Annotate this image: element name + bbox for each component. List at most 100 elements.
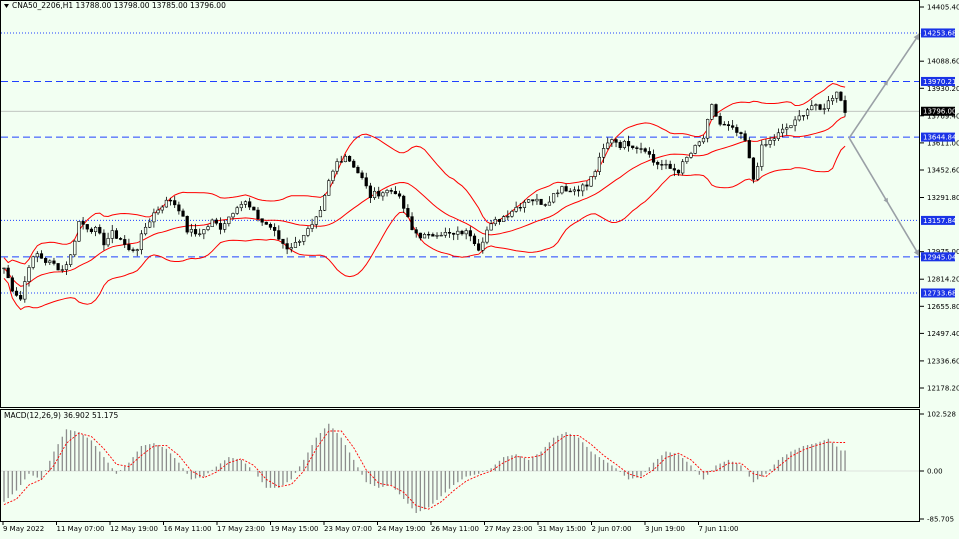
- price-tick-label: 14405.40: [927, 4, 959, 12]
- candle-body: [556, 192, 560, 195]
- candle-body: [143, 226, 148, 235]
- time-tick-label: 9 May 2022: [3, 525, 44, 533]
- candle-body: [835, 91, 839, 99]
- arrow-down-line[interactable]: [848, 137, 921, 258]
- candle-body: [64, 264, 69, 270]
- candle-body: [94, 227, 98, 232]
- candle-body: [735, 127, 739, 133]
- macd-tick-label: 0.00: [927, 468, 943, 476]
- price-axis: 14405.40 14088.60 13930.20 13769.40 13611.00…: [920, 4, 959, 393]
- candle-body: [10, 277, 14, 292]
- candle-body: [264, 221, 268, 225]
- candle-body: [189, 229, 193, 233]
- candle-body: [14, 290, 19, 296]
- candle-body: [506, 215, 510, 218]
- candle-body: [377, 190, 381, 197]
- candle-body: [318, 209, 323, 218]
- candle-body: [239, 204, 243, 209]
- level-label: 13970.21: [923, 78, 956, 86]
- arrow-up-line[interactable]: [848, 32, 921, 139]
- candle-body: [443, 232, 447, 236]
- macd-signal-line: [3, 430, 846, 510]
- candle-body: [531, 199, 535, 202]
- candle-body: [356, 166, 360, 174]
- macd-tick-label: -85.705: [927, 516, 954, 524]
- candle-body: [581, 184, 585, 192]
- candle-body: [493, 219, 497, 225]
- candle-body: [210, 219, 214, 228]
- candle-body: [706, 119, 710, 139]
- candle-body: [256, 209, 260, 219]
- candle-body: [52, 260, 56, 264]
- candle-body: [797, 115, 801, 121]
- candle-body: [339, 161, 343, 163]
- level-label-box: [921, 132, 955, 142]
- candle-body: [656, 161, 660, 165]
- candle-body: [568, 190, 572, 193]
- candle-body: [289, 247, 293, 250]
- time-tick-label: 19 May 15:00: [271, 525, 319, 533]
- candle-body: [460, 230, 464, 235]
- candle-body: [551, 193, 556, 203]
- main-plot-frame: [0, 0, 920, 408]
- candle-body: [214, 219, 218, 224]
- candle-body: [514, 206, 518, 212]
- level-label: 14253.68: [923, 29, 956, 37]
- dropdown-triangle-icon[interactable]: [4, 4, 9, 8]
- candle-body: [193, 229, 198, 235]
- price-tick-label: 12336.60: [927, 357, 959, 365]
- time-tick-label: 16 May 11:00: [164, 525, 212, 533]
- time-tick-label: 12 May 19:00: [110, 525, 158, 533]
- candle-body: [643, 148, 647, 152]
- candle-body: [589, 176, 593, 187]
- candle-body: [593, 171, 597, 177]
- candle-body: [818, 104, 822, 110]
- candle-body: [23, 281, 27, 300]
- arrow-up-icon[interactable]: [913, 32, 920, 41]
- time-tick-label: 27 May 23:00: [485, 525, 533, 533]
- price-tick-label: 14088.60: [927, 58, 959, 66]
- candle-body: [331, 170, 335, 182]
- candle-body: [606, 142, 610, 149]
- candle-body: [843, 100, 847, 113]
- candle-body: [535, 198, 539, 202]
- current-price-label: 13796.00: [923, 108, 956, 116]
- candle-body: [6, 267, 10, 279]
- candle-body: [181, 210, 185, 217]
- candle-body: [664, 163, 668, 166]
- candle-body: [135, 249, 139, 251]
- candle-body: [693, 145, 697, 154]
- candle-body: [268, 224, 273, 228]
- level-labels: 14253.68 13970.21 13644.84 13157.84 12945.04…: [921, 28, 957, 298]
- candle-body: [410, 216, 414, 231]
- candle-body: [822, 108, 826, 110]
- candle-body: [768, 140, 772, 145]
- time-tick-label: 3 Jun 19:00: [645, 525, 685, 533]
- candle-body: [427, 233, 431, 236]
- candle-body: [776, 132, 781, 139]
- candle-body: [48, 260, 52, 263]
- candle-body: [805, 109, 810, 116]
- time-tick-label: 11 May 07:00: [57, 525, 105, 533]
- candle-body: [302, 235, 306, 242]
- candle-body: [760, 144, 764, 167]
- candle-body: [527, 199, 531, 203]
- arrow-down-icon[interactable]: [913, 249, 920, 257]
- price-tick-label: 13452.60: [927, 166, 959, 174]
- candle-body: [327, 180, 331, 196]
- candle-body: [39, 253, 44, 259]
- middle-band: [3, 116, 846, 287]
- candle-body: [731, 125, 735, 128]
- candle-body: [485, 229, 489, 243]
- candle-body: [701, 137, 706, 143]
- candle-body: [198, 233, 202, 235]
- candle-body: [418, 232, 422, 239]
- time-tick-label: 23 May 07:00: [324, 525, 372, 533]
- level-label-box: [921, 215, 955, 225]
- level-label-box: [921, 28, 955, 38]
- upper-band: [3, 82, 846, 265]
- candle-body: [148, 221, 152, 228]
- candle-body: [381, 192, 385, 197]
